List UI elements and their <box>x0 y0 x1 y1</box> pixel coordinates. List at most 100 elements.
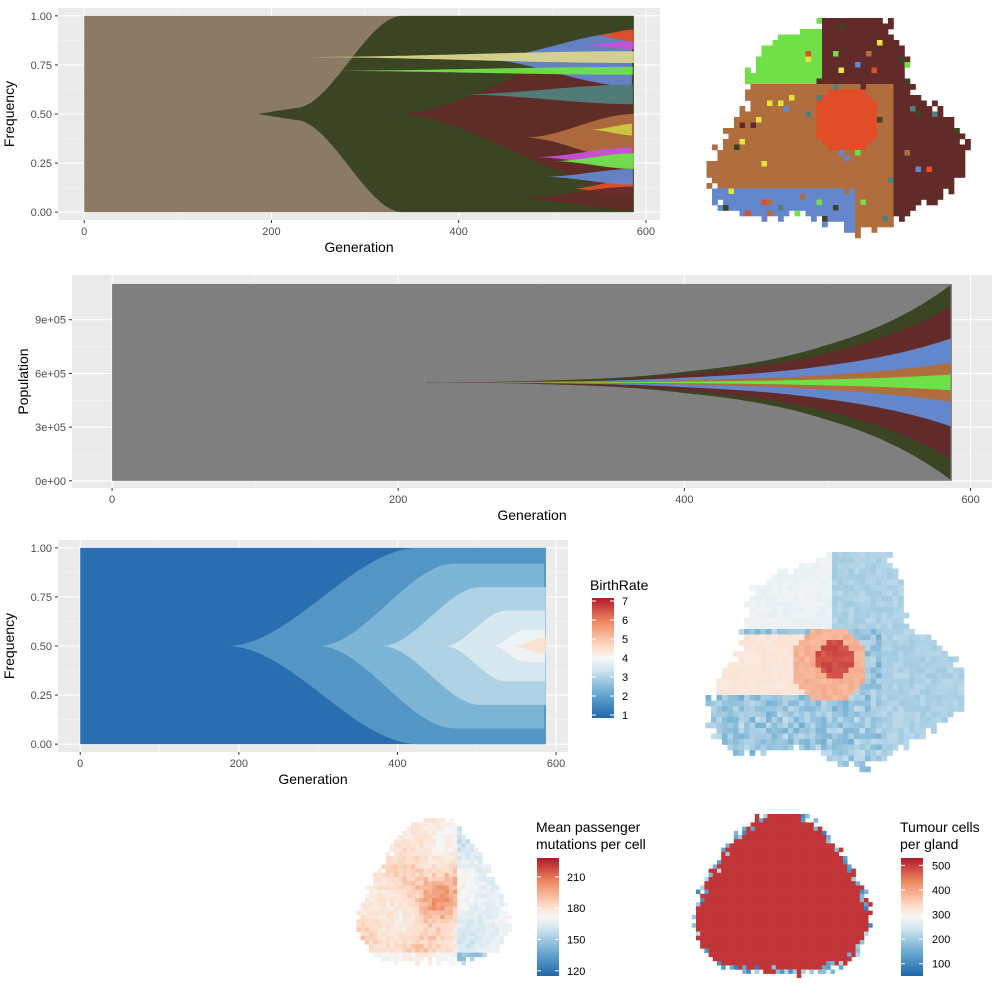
gland-cell <box>899 106 905 112</box>
gland-cell <box>910 161 916 167</box>
birthrate-gland-cell <box>804 618 811 624</box>
birthrate-gland-cell <box>815 684 822 690</box>
passenger-gland-cell <box>419 881 424 886</box>
passenger-gland-cell <box>394 898 399 903</box>
tumour-gland-cell <box>729 893 735 899</box>
passenger-gland-cell <box>448 843 454 848</box>
gland-cell <box>888 194 894 200</box>
birthrate-gland-cell <box>865 629 871 635</box>
birthrate-gland-cell <box>760 612 767 619</box>
birthrate-gland-cell <box>771 706 778 712</box>
tumour-gland-cell <box>826 856 831 861</box>
gland-cell <box>838 51 845 57</box>
gland-cell <box>937 177 944 184</box>
tumour-gland-cell <box>822 835 827 840</box>
birthrate-gland-cell <box>925 722 932 729</box>
gland-cell <box>811 62 817 68</box>
passenger-gland-cell <box>448 956 454 962</box>
passenger-gland-cell <box>402 914 408 920</box>
tumour-gland-cell <box>813 931 819 937</box>
tumour-gland-cell <box>780 856 785 861</box>
gland-cell <box>745 188 751 195</box>
birthrate-gland-cell <box>788 601 794 608</box>
gland-cell <box>778 95 784 101</box>
passenger-gland-cell <box>444 927 450 932</box>
tumour-gland-cell <box>750 830 756 836</box>
birthrate-freq-x-tick-label: 400 <box>388 758 406 770</box>
tumour-gland-cell <box>784 872 789 878</box>
gland-cell <box>789 117 795 123</box>
birthrate-gland-cell <box>766 728 772 734</box>
passenger-legend-title-line1: Mean passenger <box>536 819 641 835</box>
passenger-gland-cell <box>436 923 441 928</box>
passenger-gland-cell <box>406 948 412 953</box>
passenger-gland-cell <box>415 893 420 899</box>
tumour-gland-cell <box>729 877 735 882</box>
tumour-gland-cell <box>801 906 806 911</box>
birthrate-gland-cell <box>749 585 756 591</box>
tumour-gland-cell <box>792 969 798 974</box>
birthrate-gland-cell <box>865 634 871 641</box>
tumour-gland-cell <box>780 969 785 974</box>
tumour-gland-cell <box>822 910 827 916</box>
passenger-gland-cell <box>444 956 450 962</box>
gland-cell <box>789 205 795 211</box>
tumour-gland-cell <box>813 860 819 865</box>
gland-cell <box>904 56 911 63</box>
passenger-gland-cell <box>385 935 391 941</box>
passenger-gland-cell <box>427 931 433 937</box>
birthrate-gland-cell <box>876 552 882 558</box>
clone-frequency-panel: 0 200 400 6000.000.250.500.751.00Generation… <box>1 8 660 255</box>
gland-cell <box>833 188 839 195</box>
birthrate-gland-cell <box>854 568 860 575</box>
tumour-gland-cell <box>733 881 739 886</box>
gland-cell <box>778 133 784 140</box>
tumour-gland-cell <box>750 919 756 924</box>
gland-cell <box>921 133 927 140</box>
tumour-gland-cell <box>733 898 739 903</box>
birthrate-gland-cell <box>898 673 904 679</box>
gland-cell <box>904 166 911 173</box>
passenger-gland-cell <box>411 856 416 861</box>
gland-cell <box>833 150 839 156</box>
passenger-gland-cell <box>394 856 399 861</box>
gland-cell <box>783 144 790 151</box>
birthrate-gland-cell <box>854 645 860 652</box>
tumour-gland-cell <box>838 965 844 970</box>
tumour-gland-cell <box>763 877 768 882</box>
birthrate-gland-cell <box>832 744 838 751</box>
tumour-gland-cell <box>780 860 785 865</box>
birthrate-gland-cell <box>771 667 778 674</box>
passenger-gland-cell <box>448 839 454 844</box>
gland-cell <box>734 172 740 178</box>
birthrate-gland-cell <box>832 579 838 586</box>
tumour-gland-cell <box>813 872 819 878</box>
passenger-gland-cell <box>427 898 433 903</box>
gland-cell <box>772 117 779 123</box>
tumour-gland-cell <box>813 868 819 874</box>
gland-cell <box>794 100 801 107</box>
birthrate-gland-cell <box>914 640 921 646</box>
gland-cell <box>849 56 856 63</box>
birthrate-gland-cell <box>854 695 860 701</box>
passenger-gland-cell <box>461 868 466 874</box>
gland-cell <box>921 161 927 167</box>
birthrate-gland-cell <box>755 645 761 652</box>
tumour-gland-cell <box>784 851 789 857</box>
passenger-gland-cell <box>394 839 399 844</box>
gland-cell <box>866 34 872 41</box>
gland-cell <box>893 194 900 200</box>
gland-cell <box>822 194 828 200</box>
tumour-gland-cell <box>805 902 810 907</box>
birthrate-gland-cell <box>832 695 838 701</box>
birthrate-gland-cell <box>771 744 778 751</box>
birthrate-gland-cell <box>810 568 816 575</box>
passenger-gland-cell <box>486 868 492 874</box>
tumour-gland-cell <box>868 910 873 916</box>
birthrate-gland-cell <box>826 711 833 718</box>
tumour-gland-cell <box>792 927 798 932</box>
birthrate-gland-cell <box>881 640 888 646</box>
tumour-gland-cell <box>742 919 747 924</box>
tumour-gland-cell <box>729 923 735 928</box>
birthrate-gland-cell <box>716 711 723 718</box>
